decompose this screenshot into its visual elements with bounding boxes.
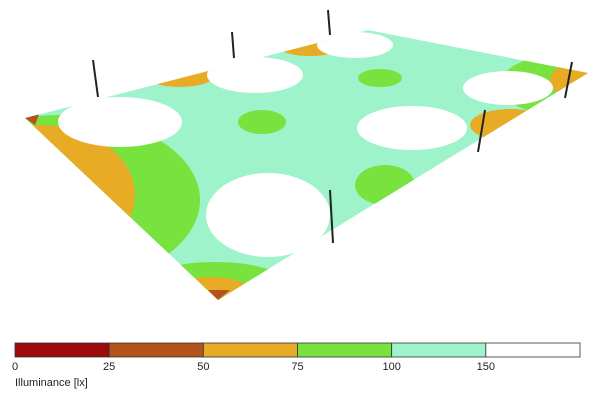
floor-plan bbox=[25, 30, 588, 300]
legend-tick-label: 0 bbox=[12, 361, 18, 373]
legend-tick-label: 25 bbox=[103, 361, 115, 373]
color-swatch bbox=[297, 342, 393, 358]
legend-tick-label: 100 bbox=[382, 361, 400, 373]
legend-title: Illuminance [lx] bbox=[15, 377, 88, 389]
color-swatch bbox=[14, 342, 110, 358]
legend-tick-label: 150 bbox=[477, 361, 495, 373]
legend: 0 25 50 75 100 150 Illuminance [lx] bbox=[12, 342, 581, 389]
color-swatch bbox=[391, 342, 487, 358]
legend-tick-label: 50 bbox=[197, 361, 209, 373]
color-swatch bbox=[485, 342, 581, 358]
light-poles bbox=[92, 9, 573, 244]
color-swatch bbox=[108, 342, 204, 358]
legend-tick-label: 75 bbox=[291, 361, 303, 373]
color-swatch bbox=[202, 342, 298, 358]
